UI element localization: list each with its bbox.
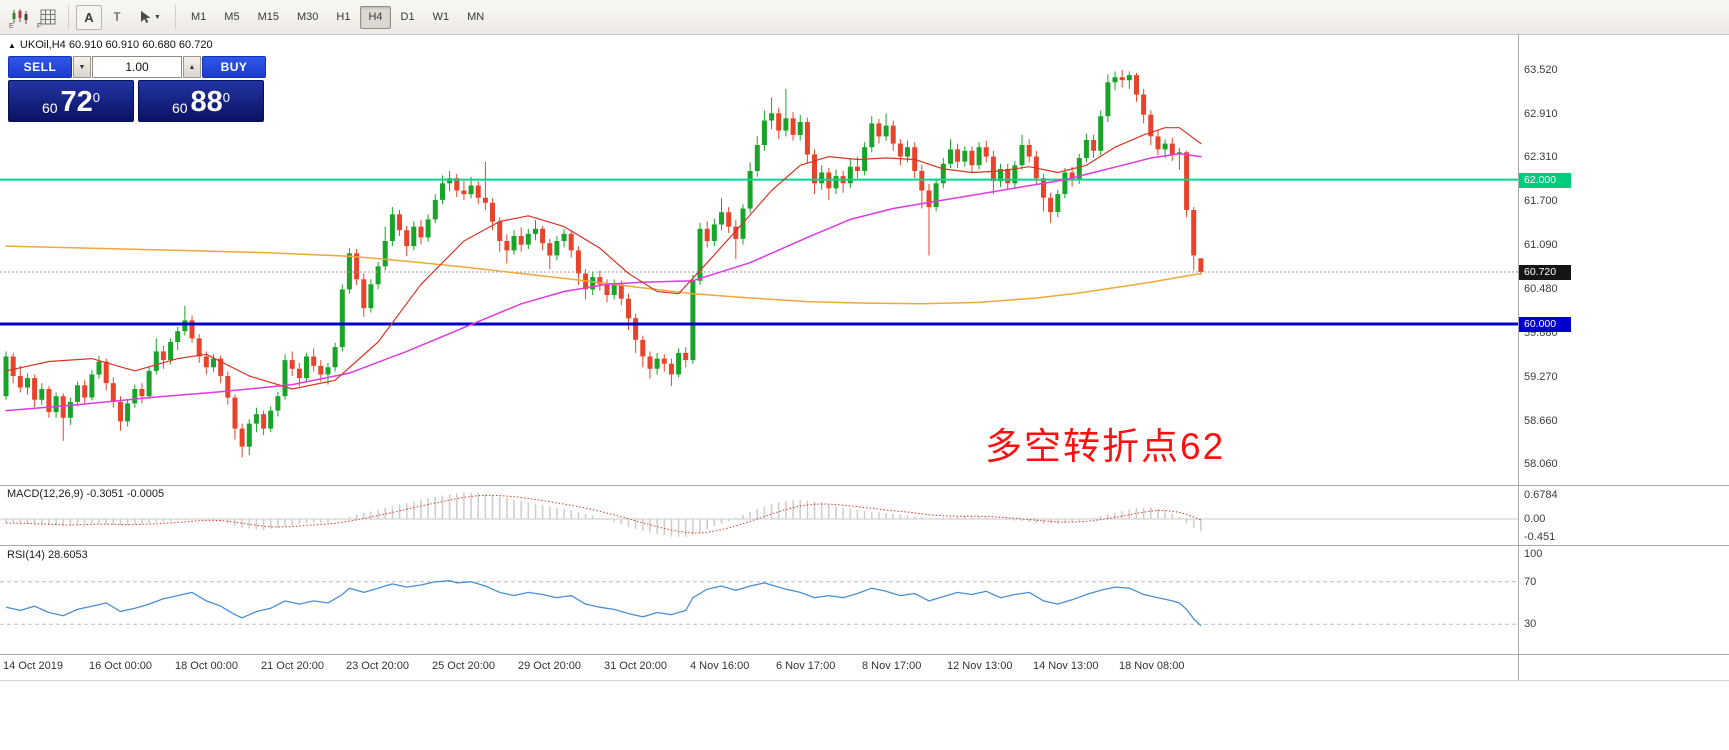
timeframe-m15-button[interactable]: M15 xyxy=(250,6,287,29)
caret-down-icon: ▼ xyxy=(78,63,86,71)
sell-price-main: 72 xyxy=(60,86,93,118)
chevron-down-icon: ▼ xyxy=(154,13,161,21)
candlestick-chart-icon xyxy=(12,9,28,24)
sell-price-pip: 0 xyxy=(92,90,101,105)
buy-button[interactable]: BUY xyxy=(202,56,266,78)
chart-window[interactable]: ▲ UKOil,H4 60.910 60.910 60.680 60.720 SE… xyxy=(0,35,1729,750)
timeframe-mn-button[interactable]: MN xyxy=(459,6,492,29)
timeframe-button-group: M1 M5 M15 M30 H1 H4 D1 W1 MN xyxy=(182,5,493,29)
symbol-ohlc-text: UKOil,H4 60.910 60.910 60.680 60.720 xyxy=(19,39,213,51)
collapse-panel-icon[interactable]: ▲ xyxy=(8,41,16,50)
text-tool-icon[interactable]: T xyxy=(104,5,130,30)
icon-sub-letter: E xyxy=(9,22,14,30)
timeframe-m5-button[interactable]: M5 xyxy=(216,6,247,29)
caret-up-icon: ▲ xyxy=(188,63,196,71)
sell-price-bigfigure: 60 xyxy=(41,100,58,116)
toolbar-separator xyxy=(175,5,176,29)
text-tool-label: T xyxy=(113,10,121,24)
grid-report-icon[interactable]: F xyxy=(35,5,61,30)
cursor-arrow-icon xyxy=(141,11,151,23)
timeframe-m30-button[interactable]: M30 xyxy=(289,6,326,29)
volume-input[interactable] xyxy=(92,56,182,78)
trade-prices-row: 60 72 0 60 88 0 xyxy=(8,80,268,122)
timeframe-h4-button[interactable]: H4 xyxy=(360,5,391,29)
timeframe-w1-button[interactable]: W1 xyxy=(425,6,458,29)
sell-button[interactable]: SELL xyxy=(8,56,72,78)
cursor-tool-icon[interactable]: ▼ xyxy=(132,5,168,30)
chart-annotation-text: 多空转折点62 xyxy=(985,426,1226,467)
buy-price-bigfigure: 60 xyxy=(171,100,188,116)
grid-report-icon xyxy=(40,9,56,25)
volume-decrease-button[interactable]: ▼ xyxy=(73,56,91,78)
trade-controls-row: SELL ▼ ▲ BUY xyxy=(8,56,268,78)
symbol-ohlc-label: ▲ UKOil,H4 60.910 60.910 60.680 60.720 xyxy=(8,39,213,51)
buy-price-main: 88 xyxy=(190,86,223,118)
volume-increase-button[interactable]: ▲ xyxy=(183,56,201,78)
toolbar-separator xyxy=(68,5,69,29)
main-toolbar: E F A T ▼ M1 M5 M15 M30 H1 H4 D1 W1 MN xyxy=(0,0,1729,35)
buy-price-pip: 0 xyxy=(222,90,231,105)
timeframe-m1-button[interactable]: M1 xyxy=(183,6,214,29)
timeframe-d1-button[interactable]: D1 xyxy=(393,6,423,29)
sell-price-display[interactable]: 60 72 0 xyxy=(8,80,134,122)
text-annotation-icon[interactable]: A xyxy=(76,4,102,30)
timeframe-h1-button[interactable]: H1 xyxy=(328,6,358,29)
candlestick-chart-icon[interactable]: E xyxy=(7,5,33,30)
icon-sub-letter: F xyxy=(37,22,42,30)
buy-price-display[interactable]: 60 88 0 xyxy=(138,80,264,122)
text-annotation-label: A xyxy=(84,9,94,25)
